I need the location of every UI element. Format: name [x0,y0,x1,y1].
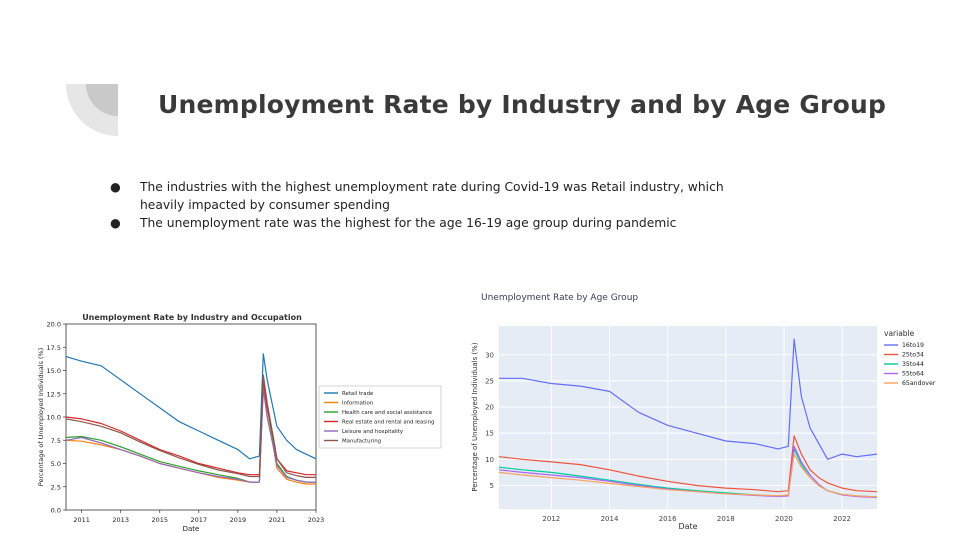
chart-title: Unemployment Rate by Age Group [481,293,638,303]
series-line-retail-trade [65,353,317,460]
y-tick-label: 25 [485,377,494,385]
y-tick-label: 30 [485,351,494,359]
decorative-arc-shape [66,84,118,136]
legend-label: Real estate and rental and leasing [342,420,434,426]
x-tick-label: 2017 [191,516,208,524]
series-line-16to19 [499,338,878,460]
legend-label: Manufacturing [342,439,381,445]
x-tick-label: 2012 [542,515,560,523]
y-tick-label: 20.0 [47,321,61,329]
series-line-25to34 [498,435,878,493]
legend-label: 25to34 [902,352,924,359]
industry-unemployment-chart: Unemployment Rate by Industry and Occupa… [37,313,442,533]
series-line-leisure-and-hospitality [65,388,316,483]
y-tick-label: 5.0 [51,460,61,468]
legend-label: Retail trade [342,391,374,397]
x-tick-label: 2019 [230,516,247,524]
x-tick-label: 2022 [833,515,851,523]
x-tick-label: 2020 [775,515,793,523]
series-line-manufacturing [65,374,316,478]
legend-title: variable [884,329,915,338]
y-tick-label: 0.0 [51,507,61,515]
series-line-65andover [498,453,878,498]
bullet-dot: ● [110,180,121,194]
bullet-text: The industries with the highest unemploy… [140,180,724,212]
chart-title: Unemployment Rate by Industry and Occupa… [82,313,302,322]
y-tick-label: 12.5 [47,390,61,398]
y-tick-label: 15.0 [47,367,61,375]
age-group-unemployment-chart: Unemployment Rate by Age Group 5 10 15 20 25… [471,293,936,531]
y-tick-label: 5 [490,482,494,490]
plot-background [499,326,877,509]
bullet-item: ● The industries with the highest unempl… [110,178,730,214]
slide-title: Unemployment Rate by Industry and by Age… [158,90,887,119]
x-tick-label: 2011 [73,516,90,524]
legend-label: 55to64 [902,371,924,378]
legend-label: 65andover [902,380,936,387]
bullet-text: The unemployment rate was the highest fo… [140,216,677,230]
bullet-item: ● The unemployment rate was the highest … [110,214,730,232]
y-tick-label: 7.5 [51,437,61,445]
legend-label: 35to44 [902,361,924,368]
y-tick-label: 10 [485,456,494,464]
x-tick-label: 2014 [601,515,619,523]
y-axis-label: Percentage of Unemployed Individuals (%) [37,348,45,486]
series-line-real-estate-and-rental-and-leasing [65,379,316,476]
legend-label: Leisure and hospitality [342,429,404,435]
legend-label: Health care and social assistance [342,410,433,416]
x-axis-label: Date [678,522,697,531]
x-tick-label: 2021 [269,516,286,524]
x-axis-label: Date [183,525,200,533]
legend-label: 16to19 [902,342,924,349]
y-axis-label: Percentage of Unemployed Individuals (%) [471,342,479,491]
y-tick-label: 20 [485,404,494,412]
x-tick-label: 2018 [717,515,735,523]
x-tick-label: 2016 [659,515,677,523]
y-tick-label: 2.5 [51,483,61,491]
bullet-list: ● The industries with the highest unempl… [110,178,730,232]
x-tick-label: 2023 [308,516,325,524]
y-tick-label: 17.5 [47,344,61,352]
bullet-dot: ● [110,216,121,230]
legend-label: Information [342,401,373,407]
y-tick-label: 10.0 [47,414,61,422]
x-tick-label: 2013 [112,516,129,524]
x-tick-label: 2015 [151,516,168,524]
legend-box [318,385,442,449]
plot-frame [65,323,317,511]
y-tick-label: 15 [485,430,494,438]
